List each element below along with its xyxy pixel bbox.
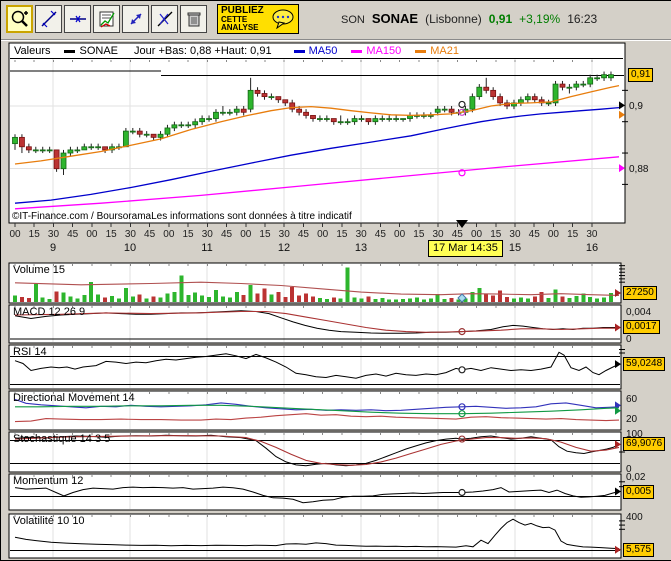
market-name: (Lisbonne) bbox=[425, 12, 482, 26]
expand-tool-button[interactable] bbox=[122, 5, 149, 33]
indicator-settings-icon bbox=[99, 11, 115, 28]
cursor-time-tooltip: 17 Mar 14:35 bbox=[428, 240, 503, 257]
resize-arrows-icon bbox=[129, 13, 142, 25]
publish-label-line2: CETTE bbox=[221, 15, 248, 24]
trash-tool-button[interactable] bbox=[180, 5, 207, 33]
last-price: 0,91 bbox=[488, 12, 513, 26]
zoom-tool-button[interactable] bbox=[6, 5, 33, 33]
panel-label-volatility[interactable]: Volatilité 10 10 bbox=[13, 515, 85, 527]
trendline-icon bbox=[40, 10, 57, 28]
speech-bubble-icon bbox=[272, 9, 294, 29]
ma21-swatch bbox=[415, 49, 427, 53]
main-chart-legend: Valeurs SONAE Jour +Bas: 0,88 +Haut: 0,9… bbox=[10, 44, 623, 59]
disclaimer-text: Les informations sont données à titre in… bbox=[151, 211, 352, 222]
horizontal-line-icon bbox=[69, 15, 86, 23]
header-divider bbox=[1, 39, 671, 41]
ma150-swatch bbox=[351, 49, 363, 53]
legend-ma21-label[interactable]: MA21 bbox=[430, 45, 459, 57]
panel-label-dm[interactable]: Directional Movement 14 bbox=[13, 392, 135, 404]
delete-line-tool-button[interactable] bbox=[151, 5, 178, 33]
indicators-tool-button[interactable] bbox=[93, 5, 120, 33]
instrument-name: SONAE bbox=[371, 11, 419, 26]
copyright-text: ©IT-Finance.com / Boursorama bbox=[12, 211, 152, 222]
drawing-toolbar: PUBLIEZ CETTE ANALYSE bbox=[6, 4, 299, 34]
panel-label-volume[interactable]: Volume 15 bbox=[13, 264, 65, 276]
ticker-code: SON bbox=[341, 14, 365, 26]
trendline-tool-button[interactable] bbox=[35, 5, 62, 33]
magnifier-plus-icon bbox=[11, 10, 28, 27]
price-change-percent: +3,19% bbox=[519, 12, 561, 26]
series-swatch bbox=[64, 49, 76, 53]
legend-ma150-label[interactable]: MA150 bbox=[366, 45, 402, 57]
copyright-disclaimer: ©IT-Finance.com / BoursoramaLes informat… bbox=[12, 211, 352, 222]
trash-icon bbox=[187, 12, 200, 27]
quote-time: 16:23 bbox=[567, 12, 598, 26]
legend-day-range: Jour +Bas: 0,88 +Haut: 0,91 bbox=[134, 45, 272, 57]
legend-title[interactable]: Valeurs bbox=[14, 45, 51, 57]
ma50-swatch bbox=[293, 49, 305, 53]
publish-label-line1: PUBLIEZ bbox=[221, 5, 264, 16]
legend-series-name: SONAE bbox=[79, 45, 118, 57]
panel-label-momentum[interactable]: Momentum 12 bbox=[13, 475, 84, 487]
panel-label-macd[interactable]: MACD 12 26 9 bbox=[13, 306, 86, 318]
legend-ma50-label[interactable]: MA50 bbox=[308, 45, 338, 57]
publish-label-line3: ANALYSE bbox=[221, 23, 259, 32]
horizontal-line-tool-button[interactable] bbox=[64, 5, 91, 33]
panel-label-rsi[interactable]: RSI 14 bbox=[13, 346, 47, 358]
panel-label-stoch[interactable]: Stochastique 14 3 5 bbox=[13, 433, 111, 445]
publish-analysis-button[interactable]: PUBLIEZ CETTE ANALYSE bbox=[217, 4, 299, 34]
quote-header: SON SONAE (Lisbonne) 0,91 +3,19% 16:23 bbox=[341, 11, 597, 26]
remove-line-icon bbox=[157, 11, 172, 27]
